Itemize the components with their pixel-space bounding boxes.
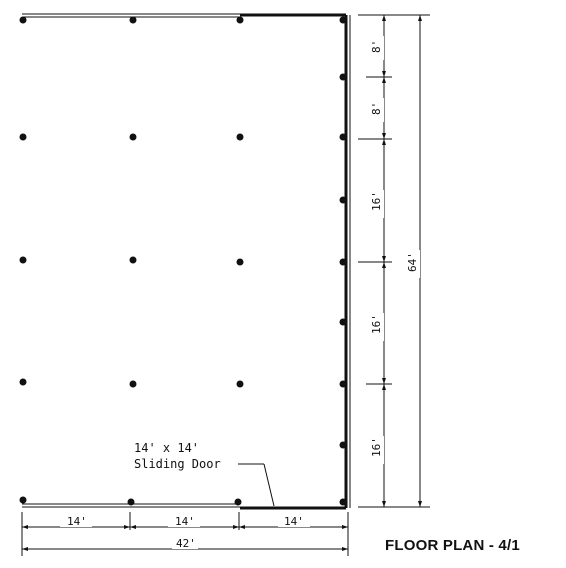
post bbox=[339, 318, 347, 326]
post bbox=[236, 258, 244, 266]
post bbox=[19, 133, 27, 141]
post bbox=[339, 73, 347, 81]
post bbox=[339, 258, 347, 266]
door-type-label: Sliding Door bbox=[134, 457, 221, 471]
bay-length-dimension: 8' bbox=[370, 40, 383, 53]
bay-dimension: 14' bbox=[175, 515, 195, 528]
post bbox=[236, 380, 244, 388]
post bbox=[129, 256, 137, 264]
post bbox=[19, 496, 27, 504]
post bbox=[339, 133, 347, 141]
post bbox=[339, 196, 347, 204]
post bbox=[129, 16, 137, 24]
bay-dimension: 14' bbox=[284, 515, 304, 528]
bottom-dimension-labels: 14' 14' 14' 42' bbox=[60, 515, 310, 550]
posts bbox=[19, 16, 347, 506]
post bbox=[339, 498, 347, 506]
post bbox=[19, 16, 27, 24]
bay-length-dimension: 16' bbox=[370, 314, 383, 334]
post bbox=[129, 380, 137, 388]
post bbox=[339, 16, 347, 24]
post bbox=[236, 133, 244, 141]
bay-length-dimension: 16' bbox=[370, 191, 383, 211]
door-callout: 14' x 14' Sliding Door bbox=[134, 441, 275, 507]
post bbox=[236, 16, 244, 24]
post bbox=[234, 498, 242, 506]
total-width-dimension: 42' bbox=[176, 537, 196, 550]
door-size-label: 14' x 14' bbox=[134, 441, 199, 455]
bay-length-dimension: 8' bbox=[370, 102, 383, 115]
post bbox=[339, 441, 347, 449]
drawing-title: FLOOR PLAN - 4/1 bbox=[385, 537, 520, 554]
post bbox=[129, 133, 137, 141]
post bbox=[127, 498, 135, 506]
right-dimension-labels: 8' 8' 16' 16' 16' 64' bbox=[370, 36, 420, 464]
bay-dimension: 14' bbox=[67, 515, 87, 528]
post bbox=[19, 378, 27, 386]
post bbox=[19, 256, 27, 264]
post bbox=[339, 380, 347, 388]
bay-length-dimension: 16' bbox=[370, 437, 383, 457]
building-outline bbox=[22, 13, 351, 510]
total-length-dimension: 64' bbox=[406, 252, 419, 272]
